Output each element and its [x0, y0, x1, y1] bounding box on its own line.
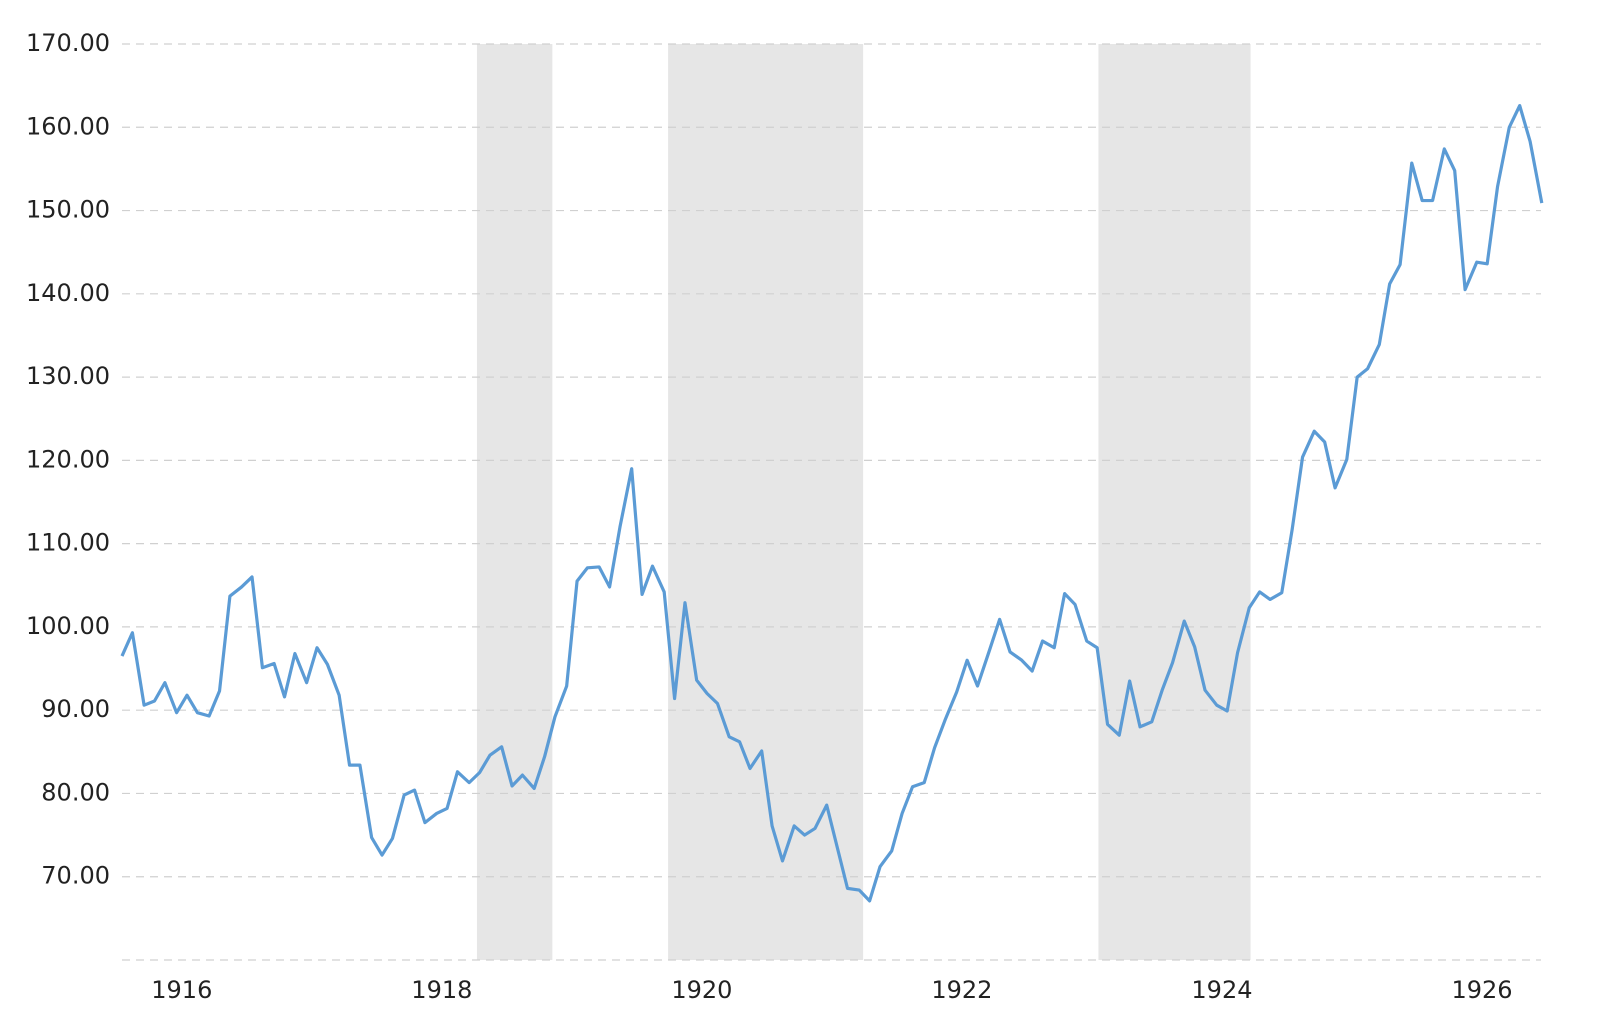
x-tick-label: 1924 [1191, 976, 1252, 1004]
y-tick-label: 130.00 [26, 362, 110, 390]
grid-layer [122, 43, 1541, 961]
y-tick-label: 70.00 [41, 862, 110, 890]
y-tick-label: 150.00 [26, 196, 110, 224]
y-tick-label: 140.00 [26, 279, 110, 307]
y-tick-label: 170.00 [26, 29, 110, 57]
y-tick-label: 90.00 [41, 695, 110, 723]
shaded-range [1098, 44, 1251, 960]
line-layer [120, 104, 1544, 903]
x-tick-label: 1920 [671, 976, 732, 1004]
data-line [120, 104, 1544, 903]
shaded-range [668, 44, 864, 960]
x-tick-label: 1922 [931, 976, 992, 1004]
y-tick-label: 100.00 [26, 612, 110, 640]
label-layer: 70.00 80.00 90.00 100.00 110.00 120.00 130.00 1… [26, 29, 1513, 1004]
x-tick-label: 1918 [411, 976, 472, 1004]
x-tick-label: 1916 [151, 976, 212, 1004]
y-tick-label: 120.00 [26, 445, 110, 473]
y-tick-label: 160.00 [26, 112, 110, 140]
shade-layer [476, 44, 1251, 960]
y-tick-label: 80.00 [41, 778, 110, 806]
shaded-range [476, 44, 553, 960]
x-tick-label: 1926 [1451, 976, 1512, 1004]
y-tick-label: 110.00 [26, 529, 110, 557]
